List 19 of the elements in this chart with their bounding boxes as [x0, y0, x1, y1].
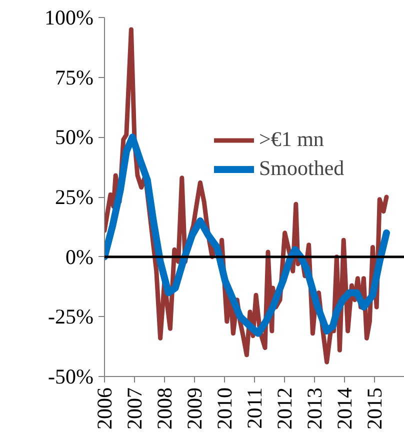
x-tick-label: 2012: [272, 388, 296, 430]
x-tick-label: 2014: [332, 387, 356, 430]
x-tick-label: 2009: [182, 388, 206, 430]
x-tick-label: 2008: [152, 388, 176, 430]
y-tick-label: -50%: [48, 364, 94, 388]
x-tick-label: 2011: [242, 387, 266, 429]
y-tick-label: 75%: [55, 65, 94, 90]
x-tick-label: 2010: [212, 388, 236, 430]
y-tick-label: 25%: [55, 185, 94, 209]
x-tick-label: 2013: [302, 388, 326, 430]
legend-label: Smoothed: [259, 156, 344, 181]
legend-label: >€1 mn: [259, 127, 324, 152]
x-tick-label: 2006: [92, 388, 116, 430]
x-tick-label: 2007: [122, 388, 146, 430]
y-tick-label: -25%: [48, 304, 94, 329]
y-tick-label: 0%: [66, 244, 94, 269]
y-tick-label: 50%: [55, 125, 94, 150]
x-tick-label: 2015: [362, 388, 386, 430]
y-tick-label: 100%: [44, 6, 94, 30]
